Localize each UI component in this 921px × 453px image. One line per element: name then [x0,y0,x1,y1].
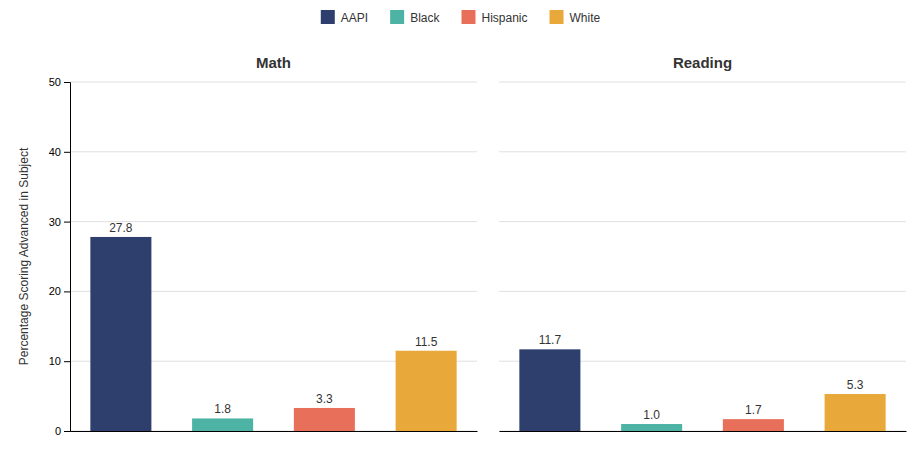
chart: 0 10 20 30 40 50 Percentage Scoring Advanced i… [0,0,921,453]
y-tick-mark [64,152,70,153]
y-tick-mark [64,222,70,223]
y-tick-mark [64,291,70,292]
y-tick-mark [64,82,70,83]
y-tick-label: 40 [49,146,61,158]
data-labels: 27.8 1.8 3.3 11.5 [109,221,437,416]
y-axis: 0 10 20 30 40 50 [49,76,71,437]
data-label: 1.7 [745,403,762,417]
y-tick-label: 0 [55,425,61,437]
legend-item: White [550,10,601,25]
data-label: 1.8 [214,402,231,416]
y-axis-title: Percentage Scoring Advanced in Subject [17,147,31,365]
grid-line [499,221,906,222]
legend-swatch [321,10,335,24]
y-tick-label: 20 [49,285,61,297]
legend-item: Hispanic [461,10,527,25]
y-tick: 30 [49,216,70,228]
panel: 11.7 1.0 1.7 5.3 Reading [499,54,907,432]
data-label: 1.0 [643,408,660,422]
x-axis-line [500,431,907,432]
grid-line [499,291,906,292]
title: Reading [673,54,732,71]
legend-item: AAPI [321,10,368,25]
grid-line [499,151,906,152]
legend-item: Black [390,10,440,25]
legend-label: Black [410,11,440,25]
x-axis-line [71,431,478,432]
data-label: 11.7 [539,333,562,347]
y-tick-label: 30 [49,216,61,228]
y-tick: 20 [49,285,70,297]
legend-swatch [461,10,475,24]
legend-label: White [570,11,601,25]
bars [519,349,885,431]
data-labels: 11.7 1.0 1.7 5.3 [539,333,864,422]
grid-line [70,82,477,83]
y-tick-label: 50 [49,76,61,88]
legend-label: AAPI [341,11,368,25]
legend: AAPI Black Hispanic White [321,10,601,25]
y-tick: 0 [55,425,70,437]
bar [396,351,457,431]
y-tick: 50 [49,76,70,88]
y-tick-label: 10 [49,355,61,367]
y-tick: 40 [49,146,70,158]
bar [294,408,355,431]
grid [70,82,477,431]
grid-line [499,82,906,83]
bar [723,419,784,431]
y-tick: 10 [49,355,70,367]
grid [499,82,906,431]
x-axis [500,431,907,432]
title: Math [256,54,291,71]
x-axis [71,431,478,432]
data-label: 5.3 [847,378,864,392]
bar [192,418,253,431]
bar [825,394,886,431]
y-tick-mark [64,361,70,362]
y-tick-mark [64,431,70,432]
y-axis-line [64,83,71,432]
legend-swatch [550,10,564,24]
legend-swatch [390,10,404,24]
legend-label: Hispanic [481,11,527,25]
data-label: 11.5 [415,335,438,349]
bar [519,349,580,431]
bar [90,237,151,431]
bars [90,237,456,431]
grid-line [70,151,477,152]
panel: 0 10 20 30 40 50 Percentage Scoring Advanced i… [17,54,478,437]
data-label: 27.8 [109,221,133,235]
bar [621,424,682,431]
data-label: 3.3 [316,392,333,406]
